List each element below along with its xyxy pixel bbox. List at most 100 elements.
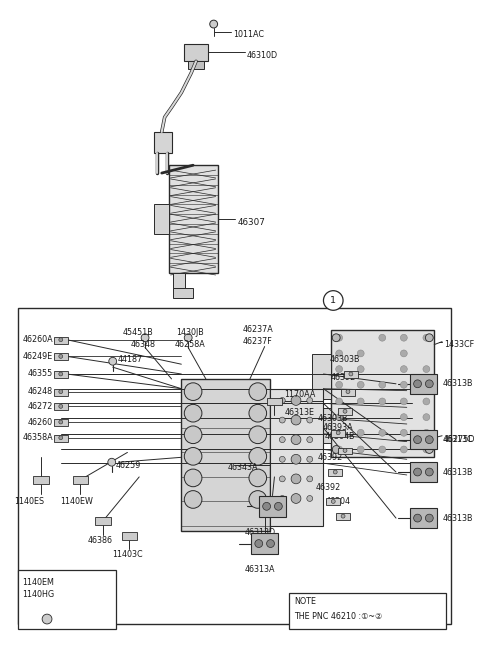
- Circle shape: [423, 334, 430, 341]
- Circle shape: [425, 334, 433, 341]
- Text: 46272: 46272: [27, 402, 53, 411]
- Circle shape: [423, 413, 430, 421]
- Circle shape: [279, 417, 285, 423]
- Circle shape: [184, 469, 202, 487]
- Circle shape: [425, 514, 433, 522]
- Text: NOTE: NOTE: [294, 596, 316, 606]
- Circle shape: [184, 383, 202, 400]
- Text: 46392: 46392: [330, 373, 356, 382]
- Text: 46258A: 46258A: [174, 339, 205, 349]
- Bar: [270, 389, 324, 526]
- Circle shape: [343, 410, 347, 413]
- Circle shape: [210, 20, 217, 28]
- Circle shape: [423, 430, 430, 436]
- Circle shape: [341, 514, 345, 518]
- Circle shape: [379, 398, 386, 405]
- Circle shape: [357, 365, 364, 373]
- Circle shape: [59, 354, 63, 358]
- Circle shape: [275, 502, 282, 510]
- Bar: [54, 337, 68, 343]
- Bar: [18, 308, 451, 624]
- Text: 46260: 46260: [28, 417, 53, 426]
- Bar: [259, 496, 286, 517]
- Bar: [154, 204, 168, 234]
- Bar: [410, 508, 437, 528]
- Circle shape: [336, 431, 340, 435]
- Circle shape: [343, 448, 347, 452]
- Circle shape: [357, 382, 364, 388]
- Bar: [331, 430, 345, 437]
- Circle shape: [249, 426, 266, 444]
- Circle shape: [379, 382, 386, 388]
- Bar: [326, 498, 340, 506]
- Circle shape: [59, 337, 63, 341]
- Bar: [410, 374, 437, 393]
- Bar: [251, 533, 278, 554]
- Circle shape: [59, 435, 63, 439]
- Circle shape: [184, 426, 202, 444]
- Circle shape: [307, 437, 312, 443]
- Text: 1011AC: 1011AC: [233, 31, 264, 40]
- Text: 46392: 46392: [318, 453, 343, 462]
- Text: 46358A: 46358A: [22, 434, 53, 442]
- Circle shape: [42, 614, 52, 624]
- Circle shape: [332, 446, 340, 454]
- Text: 46393A: 46393A: [323, 423, 353, 432]
- Circle shape: [357, 398, 364, 405]
- Text: 1430JB: 1430JB: [177, 328, 204, 337]
- Text: 1433CF: 1433CF: [444, 340, 474, 349]
- Bar: [338, 448, 352, 454]
- Circle shape: [263, 502, 271, 510]
- Text: 46303B: 46303B: [318, 414, 348, 423]
- Bar: [54, 371, 68, 378]
- Text: 1170AA: 1170AA: [284, 389, 316, 398]
- Circle shape: [249, 448, 266, 465]
- Circle shape: [336, 446, 343, 453]
- Circle shape: [331, 500, 335, 504]
- Text: 46304B: 46304B: [325, 432, 355, 441]
- Circle shape: [414, 514, 421, 522]
- Circle shape: [108, 458, 116, 466]
- Text: 1140HG: 1140HG: [23, 590, 55, 598]
- Circle shape: [307, 456, 312, 462]
- Text: 46392: 46392: [316, 483, 341, 492]
- Circle shape: [400, 350, 407, 357]
- Circle shape: [423, 398, 430, 405]
- Bar: [312, 408, 331, 443]
- Text: 46303B: 46303B: [330, 355, 360, 364]
- Bar: [154, 132, 171, 153]
- Circle shape: [307, 496, 312, 502]
- Bar: [33, 476, 49, 484]
- Text: 46343A: 46343A: [228, 463, 258, 472]
- Circle shape: [255, 540, 263, 548]
- Text: 46313E: 46313E: [284, 408, 314, 417]
- Circle shape: [400, 382, 407, 388]
- Text: 46259: 46259: [116, 461, 141, 470]
- Circle shape: [307, 476, 312, 482]
- Bar: [266, 398, 282, 406]
- Circle shape: [279, 476, 285, 482]
- Circle shape: [59, 389, 63, 393]
- Circle shape: [307, 398, 312, 404]
- Bar: [121, 532, 137, 540]
- Bar: [289, 593, 446, 629]
- Bar: [72, 476, 88, 484]
- Text: 46237A: 46237A: [243, 325, 274, 334]
- Text: 46307: 46307: [237, 217, 265, 227]
- Bar: [54, 435, 68, 441]
- Text: 46313B: 46313B: [443, 379, 474, 388]
- Circle shape: [141, 334, 149, 341]
- Bar: [95, 517, 111, 525]
- Circle shape: [400, 334, 407, 341]
- Circle shape: [184, 491, 202, 508]
- Circle shape: [423, 446, 430, 453]
- Circle shape: [291, 454, 301, 464]
- Bar: [54, 389, 68, 395]
- Circle shape: [336, 350, 343, 357]
- Circle shape: [249, 383, 266, 400]
- Circle shape: [357, 430, 364, 436]
- Circle shape: [336, 382, 343, 388]
- Text: 1: 1: [330, 296, 336, 305]
- Bar: [54, 419, 68, 426]
- Text: 46304: 46304: [325, 497, 351, 506]
